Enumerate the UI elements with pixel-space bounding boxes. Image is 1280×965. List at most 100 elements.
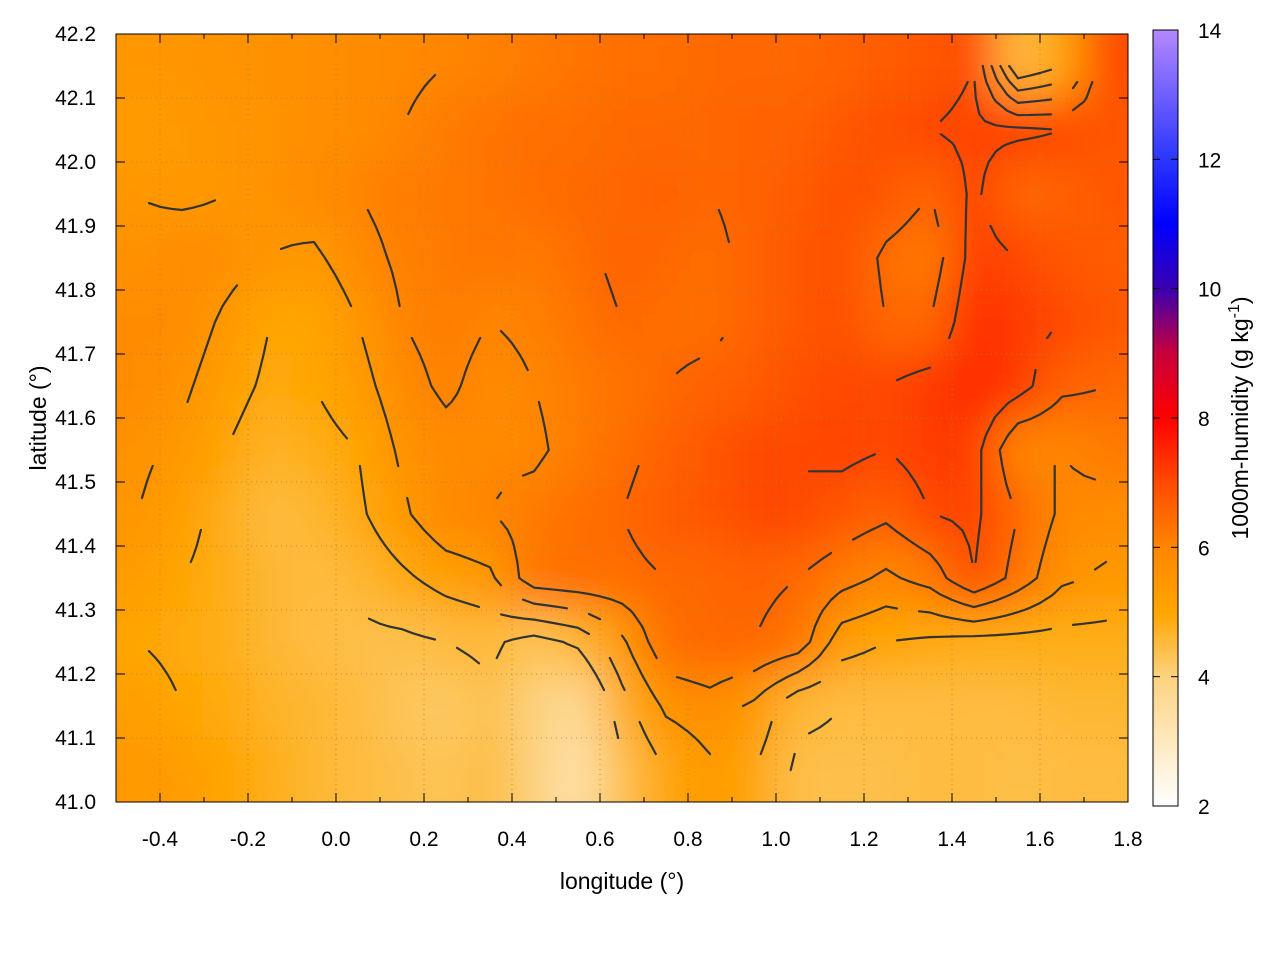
heatmap-cell [776, 354, 821, 419]
heatmap-cell [732, 610, 777, 675]
heatmap-cell [732, 354, 777, 419]
heatmap-cell [644, 98, 689, 163]
heatmap-cell [424, 98, 469, 163]
heatmap-cell [952, 354, 997, 419]
heatmap-cell [292, 482, 337, 547]
heatmap-cell [424, 226, 469, 291]
heatmap-cell [336, 674, 381, 739]
heatmap-cell [116, 354, 161, 419]
x-tick-label: 0.6 [585, 828, 614, 851]
contour-line [807, 80, 1053, 564]
heatmap-cell [292, 34, 337, 99]
y-tick-label: 42.2 [55, 23, 96, 46]
heatmap-cell [204, 610, 249, 675]
heatmap-cell [996, 610, 1041, 675]
heatmap-cell [688, 354, 733, 419]
heatmap-cell [996, 546, 1041, 611]
heatmap-cell [908, 546, 953, 611]
heatmap-cell [116, 674, 161, 739]
heatmap-cell [512, 674, 557, 739]
heatmap-cell [248, 162, 293, 227]
heatmap-cell [644, 162, 689, 227]
heatmap-cell [160, 226, 205, 291]
heatmap-cell [908, 674, 953, 739]
heatmap-cell [204, 226, 249, 291]
x-axis-label: longitude (°) [560, 868, 684, 894]
y-tick-label: 41.8 [55, 279, 96, 302]
heatmap-cell [556, 482, 601, 547]
heatmap-cell [468, 738, 513, 802]
heatmap-cell [908, 162, 953, 227]
plot-area [116, 34, 1128, 802]
heatmap-cell [820, 98, 865, 163]
heatmap-cell [600, 418, 645, 483]
y-tick-label: 42.1 [55, 87, 96, 110]
heatmap-cell [556, 546, 601, 611]
heatmap-cell [996, 738, 1041, 802]
heatmap-cell [732, 290, 777, 355]
heatmap-cell [336, 226, 381, 291]
heatmap-cell [732, 418, 777, 483]
colorbar-tick-label: 2 [1198, 796, 1210, 819]
heatmap-cell [996, 34, 1041, 99]
heatmap-cell [468, 674, 513, 739]
heatmap-cell [776, 610, 821, 675]
y-tick-labels: 41.0 41.1 41.2 41.3 41.4 41.5 41.6 41.7 41.8 41.9… [55, 23, 96, 814]
heatmap-cell [732, 162, 777, 227]
heatmap-cell [1040, 738, 1085, 802]
heatmap-cell [336, 98, 381, 163]
heatmap-cell [160, 738, 205, 802]
heatmap-cell [864, 98, 909, 163]
heatmap-cell [732, 98, 777, 163]
colorbar-tick-label: 10 [1198, 279, 1221, 302]
heatmap-cell [644, 738, 689, 802]
heatmap-cell [1040, 418, 1085, 483]
heatmap-cell [468, 34, 513, 99]
heatmap-cell [248, 738, 293, 802]
heatmap-cell [820, 34, 865, 99]
colorbar-tick-label: 4 [1198, 667, 1210, 690]
contour-line [604, 64, 1097, 628]
y-tick-label: 41.6 [55, 407, 96, 430]
heatmap-cell [116, 738, 161, 802]
heatmap-cell [468, 162, 513, 227]
heatmap-cell [556, 34, 601, 99]
heatmap-cell [600, 738, 645, 802]
heatmap-cell [644, 546, 689, 611]
heatmap-cell [468, 290, 513, 355]
heatmap-cell [996, 482, 1041, 547]
colorbar-tick-label: 6 [1198, 537, 1210, 560]
colorbar-label-sup: -1 [1226, 304, 1243, 318]
x-tick-labels: -0.4 -0.2 0.0 0.2 0.4 0.6 0.8 1.0 1.2 1.4 1.6 1.8 [142, 828, 1143, 851]
heatmap-cell [952, 290, 997, 355]
heatmap-cell [600, 482, 645, 547]
heatmap-cell [864, 354, 909, 419]
heatmap-cell [160, 98, 205, 163]
heatmap-cell [116, 482, 161, 547]
heatmap-cell [776, 290, 821, 355]
x-tick-label: 0.8 [673, 828, 702, 851]
heatmap-cell [952, 674, 997, 739]
heatmap-cell [116, 610, 161, 675]
heatmap-cell [116, 34, 161, 99]
heatmap-cell [336, 738, 381, 802]
heatmap-cell [468, 354, 513, 419]
y-tick-label: 41.1 [55, 727, 96, 750]
heatmap-cell [468, 482, 513, 547]
y-tick-label: 41.7 [55, 343, 96, 366]
heatmap-cell [1084, 98, 1128, 163]
heatmap-cell [160, 546, 205, 611]
heatmap-cell [820, 610, 865, 675]
heatmap-cell [512, 482, 557, 547]
heatmap-cell [204, 674, 249, 739]
heatmap-cell [556, 674, 601, 739]
heatmap-cell [1040, 674, 1085, 739]
heatmap-cell [468, 98, 513, 163]
heatmap-cell [820, 290, 865, 355]
heatmap-cell [688, 162, 733, 227]
heatmap-cell [160, 418, 205, 483]
heatmap-cell [952, 98, 997, 163]
heatmap-cell [1040, 162, 1085, 227]
heatmap-cell [424, 162, 469, 227]
